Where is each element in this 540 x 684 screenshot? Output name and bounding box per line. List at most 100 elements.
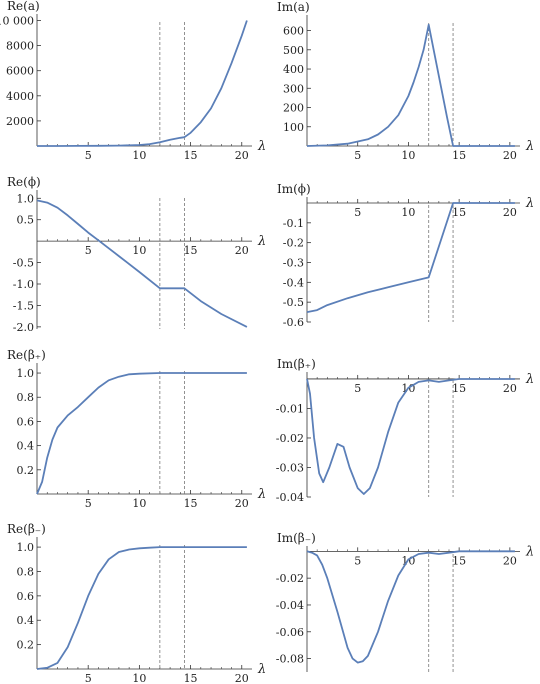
x-tick-label: 5	[354, 554, 361, 567]
y-tick-label: 2000	[6, 115, 34, 128]
y-tick-label: -0.02	[276, 572, 304, 585]
data-curve	[306, 23, 515, 147]
y-tick-label: 4000	[6, 90, 34, 103]
x-axis-label: λ	[257, 139, 266, 154]
panel-title: Im(a)	[277, 0, 310, 14]
x-tick-label: 15	[452, 554, 466, 567]
y-tick-label: -0.6	[283, 316, 304, 329]
y-tick-label: -0.01	[276, 402, 304, 415]
y-tick-label: -0.04	[276, 491, 304, 504]
panel-title: Re(ϕ)	[7, 175, 41, 189]
x-axis-label: λ	[525, 544, 534, 559]
data-curve	[36, 546, 247, 670]
data-curve	[306, 550, 515, 664]
data-curve	[37, 20, 248, 147]
x-tick-label: 15	[184, 244, 198, 257]
x-tick-label: 5	[354, 149, 361, 162]
x-tick-label: 15	[452, 149, 466, 162]
y-tick-label: -0.2	[283, 237, 304, 250]
x-tick-label: 20	[235, 244, 249, 257]
y-tick-label: 0.8	[17, 565, 35, 578]
x-tick-label: 15	[184, 149, 198, 162]
x-tick-label: 10	[132, 497, 146, 510]
x-axis-label: λ	[525, 139, 534, 154]
plot-panel: 5 10 15 20 2000 4000 6000 8000 10 000 Re(a) λ	[0, 0, 266, 162]
x-tick-label: 5	[85, 244, 92, 257]
y-tick-label: -0.04	[276, 599, 304, 612]
y-tick-label: -0.02	[276, 432, 304, 445]
x-tick-label: 20	[503, 382, 517, 395]
x-axis-label: λ	[525, 196, 534, 211]
x-axis-label: λ	[525, 372, 534, 387]
plot-panel: 5 10 15 20 -0.6 -0.5 -0.4 -0.3 -0.2 -0.1 Im(ϕ) λ	[277, 182, 534, 329]
y-tick-label: 0.4	[17, 614, 35, 627]
y-tick-label: 0.2	[17, 639, 35, 652]
y-tick-label: 1.0	[17, 367, 35, 380]
data-curve	[306, 202, 515, 313]
x-tick-label: 5	[354, 206, 361, 219]
x-tick-label: 15	[452, 382, 466, 395]
y-tick-label: -0.03	[276, 461, 304, 474]
x-tick-label: 10	[132, 149, 146, 162]
panel-title: Im(β₊)	[277, 357, 316, 371]
data-curve	[36, 199, 248, 328]
y-tick-label: 100	[283, 121, 304, 134]
y-tick-label: -0.4	[283, 276, 304, 289]
y-tick-label: -1.5	[13, 299, 34, 312]
x-tick-label: 10	[401, 149, 415, 162]
x-tick-label: 10	[132, 672, 146, 684]
data-curve	[36, 372, 247, 495]
y-tick-label: 0.6	[17, 590, 35, 603]
panel-title: Im(β₋)	[277, 531, 316, 545]
y-tick-label: 1.0	[17, 192, 35, 205]
x-axis-label: λ	[257, 487, 266, 502]
plot-panel: 5 10 15 20 100 200 300 400 500 600 Im(a) λ	[277, 0, 534, 162]
y-tick-label: 600	[283, 25, 304, 38]
y-tick-label: -2.0	[13, 321, 34, 334]
y-tick-label: -0.08	[276, 653, 304, 666]
y-tick-label: -1.0	[13, 278, 34, 291]
x-axis-label: λ	[257, 662, 266, 677]
y-tick-label: 6000	[6, 65, 34, 78]
panel-title: Re(β₋)	[7, 522, 46, 536]
y-tick-label: 10 000	[0, 15, 34, 28]
x-tick-label: 20	[503, 554, 517, 567]
data-curve	[306, 378, 515, 495]
y-tick-label: 0.8	[17, 391, 35, 404]
y-tick-label: -0.5	[283, 296, 304, 309]
y-tick-label: 0.5	[17, 214, 35, 227]
plot-panel: 5 10 15 20 0.2 0.4 0.6 0.8 1.0 Re(β₋) λ	[7, 522, 266, 684]
y-tick-label: 0.2	[17, 464, 35, 477]
y-tick-label: -0.1	[283, 217, 304, 230]
x-tick-label: 15	[184, 497, 198, 510]
plot-panel: 5 10 15 20 -2.0 -1.5 -1.0 -0.5 0.5 1.0 Re(ϕ) λ	[7, 175, 266, 334]
panel-title: Im(ϕ)	[277, 182, 311, 196]
y-tick-label: -0.3	[283, 256, 304, 269]
y-tick-label: 0.4	[17, 440, 35, 453]
y-tick-label: 400	[283, 63, 304, 76]
x-tick-label: 20	[503, 206, 517, 219]
y-tick-label: -0.5	[13, 257, 34, 270]
panel-title: Re(a)	[7, 0, 40, 13]
x-tick-label: 5	[354, 382, 361, 395]
x-tick-label: 5	[85, 497, 92, 510]
y-tick-label: 300	[283, 82, 304, 95]
x-tick-label: 10	[401, 206, 415, 219]
x-tick-label: 20	[235, 149, 249, 162]
x-tick-label: 15	[184, 672, 198, 684]
x-tick-label: 20	[503, 149, 517, 162]
x-tick-label: 10	[132, 244, 146, 257]
y-tick-label: 1.0	[17, 541, 35, 554]
x-tick-label: 20	[235, 672, 249, 684]
y-tick-label: 8000	[6, 40, 34, 53]
y-tick-label: 0.6	[17, 415, 35, 428]
x-tick-label: 20	[235, 497, 249, 510]
y-tick-label: 500	[283, 44, 304, 57]
y-tick-label: -0.06	[276, 626, 304, 639]
y-tick-label: 200	[283, 102, 304, 115]
x-tick-label: 15	[452, 206, 466, 219]
x-tick-label: 5	[85, 149, 92, 162]
